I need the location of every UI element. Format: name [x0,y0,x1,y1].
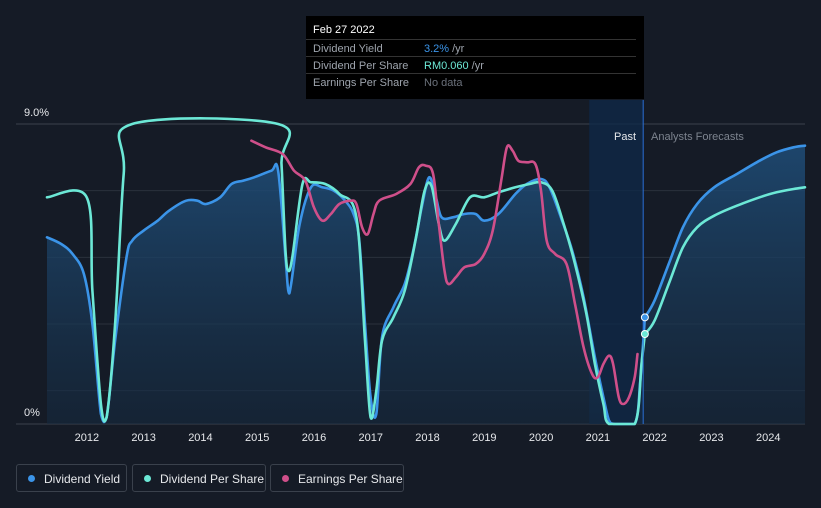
x-tick-label: 2021 [586,432,610,444]
y-axis-bottom-label: 0% [24,407,40,419]
tooltip-label: Dividend Yield [313,43,383,55]
x-tick-label: 2016 [302,432,326,444]
tooltip-row-dividend-per-share: Dividend Per Share RM0.060/yr [306,56,636,74]
tooltip: Feb 27 2022 Dividend Yield 3.2%/yr Divid… [306,16,644,99]
series-fills [47,145,805,424]
x-tick-label: 2023 [699,432,723,444]
legend-dot-icon [28,475,35,482]
line-earnings-per-share [250,139,639,406]
x-tick-label: 2012 [75,432,99,444]
marker-point [640,313,649,322]
tooltip-unit: /yr [452,43,465,55]
tooltip-unit: /yr [471,60,484,72]
legend-dot-icon [144,475,151,482]
x-tick-label: 2022 [642,432,666,444]
tooltip-value-number: 3.2% [424,43,450,55]
legend-item-earnings-per-share[interactable]: Earnings Per Share [270,464,404,492]
x-tick-label: 2019 [472,432,496,444]
line-dividend-yield-forecast [643,144,807,319]
legend-dot-icon [282,475,289,482]
tooltip-row-earnings-per-share: Earnings Per Share No data [306,73,636,91]
x-tick-label: 2013 [131,432,155,444]
tooltip-value-number: No data [424,77,463,89]
x-tick-label: 2024 [756,432,780,444]
legend-item-dividend-yield[interactable]: Dividend Yield [16,464,127,492]
past-label: Past [614,131,636,143]
legend-item-dividend-per-share[interactable]: Dividend Per Share [132,464,266,492]
y-axis-top-label: 9.0% [24,107,49,119]
marker-point [640,330,649,338]
line-dividend-per-share-forecast [643,186,807,336]
x-tick-label: 2015 [245,432,269,444]
tooltip-value: RM0.060/yr [424,60,484,72]
tooltip-date: Feb 27 2022 [313,24,375,36]
legend-label: Earnings Per Share [298,472,403,486]
line-dividend-per-share [45,117,647,426]
x-tick-label: 2017 [359,432,383,444]
legend-label: Dividend Per Share [160,472,265,486]
series-markers [640,313,649,338]
area-dividend-yield [47,164,645,424]
tooltip-value: No data [424,77,466,89]
x-axis-ticks: 2012 2013 2014 2015 2016 2017 2018 2019 2020 2021… [75,432,781,444]
tooltip-value-number: RM0.060 [424,60,469,72]
tooltip-label: Dividend Per Share [313,60,409,72]
tooltip-value: 3.2%/yr [424,43,464,55]
x-tick-label: 2018 [415,432,439,444]
area-dividend-yield-forecast [644,145,805,424]
legend-label: Dividend Yield [44,472,121,486]
tooltip-row-dividend-yield: Dividend Yield 3.2%/yr [306,39,636,57]
x-tick-label: 2014 [188,432,212,444]
series-lines [45,117,807,426]
analysts-forecasts-label: Analysts Forecasts [651,131,744,143]
tooltip-label: Earnings Per Share [313,77,409,89]
x-tick-label: 2020 [529,432,553,444]
